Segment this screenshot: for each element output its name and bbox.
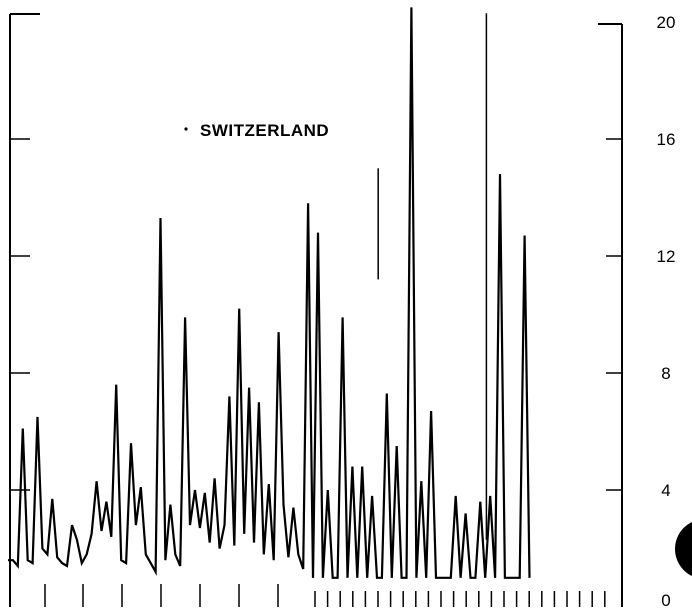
y-tick-label: 8: [661, 364, 670, 383]
edge-blob: [675, 521, 692, 577]
bottom-ticks: [44, 584, 606, 607]
y-tick-label: 20: [657, 13, 676, 32]
spikes: [377, 13, 488, 540]
series-line: [8, 7, 531, 579]
tick-labels: 0 4 8 12 16 20: [657, 13, 676, 609]
axes: [9, 13, 623, 607]
y-tick-label: 16: [657, 130, 676, 149]
title-dot: [184, 127, 188, 131]
y-tick-label: 0: [661, 591, 670, 609]
y-tick-label: 12: [657, 247, 676, 266]
y-tick-label: 4: [661, 481, 670, 500]
series: [8, 7, 531, 579]
chart-title: SWITZERLAND: [200, 121, 329, 140]
